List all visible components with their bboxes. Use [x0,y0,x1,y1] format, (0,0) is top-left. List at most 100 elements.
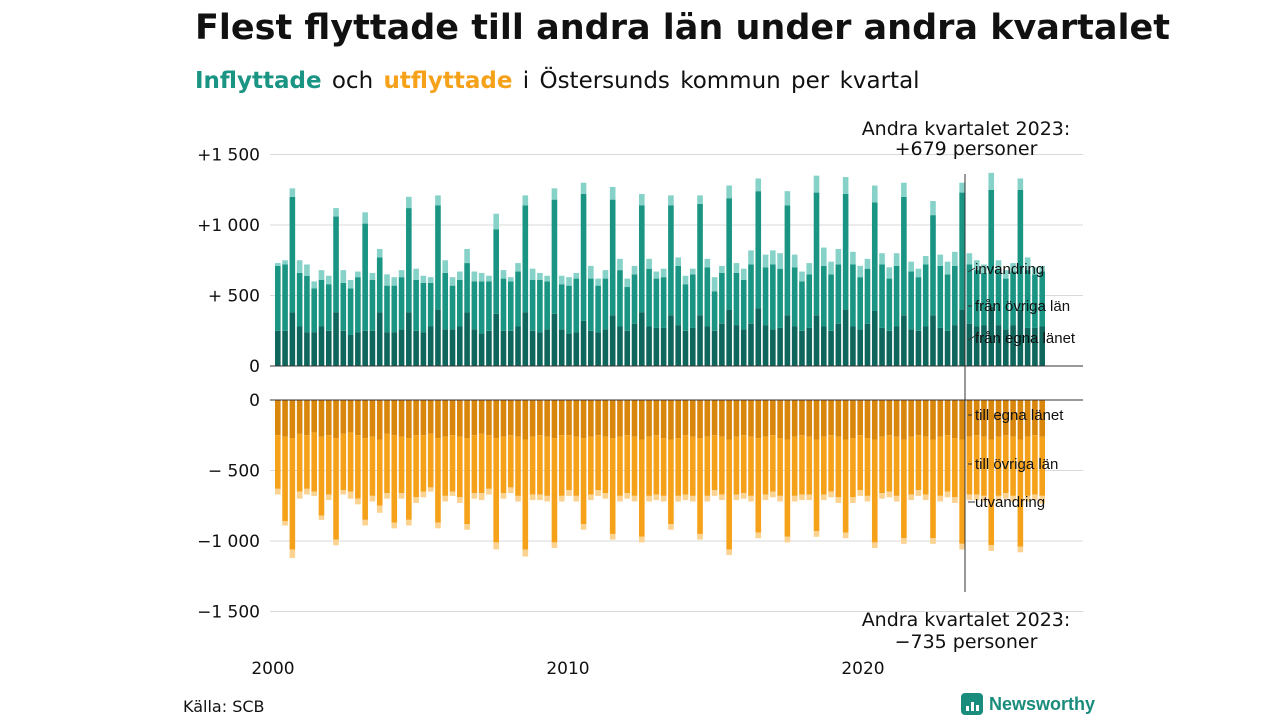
bar-out-2 [522,549,529,557]
bar-in-2 [362,212,368,224]
bar-in-0 [908,329,914,366]
bar-out-1 [988,439,995,546]
bar-in-1 [646,268,652,327]
bar-in-2 [624,278,631,288]
bar-out-1 [391,435,398,523]
bar-out-2 [624,493,631,499]
bar-out-2 [944,491,951,498]
bar-out-0 [755,400,762,439]
bar-out-1 [325,435,332,495]
bar-in-1 [784,205,791,316]
bar-out-2 [879,493,885,499]
bar-out-2 [959,543,965,550]
bar-in-0 [879,327,885,366]
bar-in-2 [478,272,485,282]
bar-in-1 [828,274,834,331]
bar-out-0 [821,400,827,437]
bar-in-2 [653,271,660,279]
bar-in-2 [726,185,732,199]
bar-in-0 [828,330,834,366]
bar-in-2 [719,265,725,273]
bar-out-2 [464,524,470,530]
bar-out-2 [544,495,550,502]
bar-out-1 [347,432,354,492]
bar-out-0 [340,400,347,434]
y-tick-label-top: +1 500 [197,146,260,166]
bar-out-1 [311,432,317,492]
bar-in-0 [973,326,980,366]
bar-in-2 [609,186,616,200]
bar-in-0 [486,330,492,366]
bar-in-0 [1039,326,1045,366]
bar-in-2 [325,275,332,285]
bar-out-0 [944,400,951,436]
bar-in-0 [653,327,660,366]
bar-in-1 [609,199,616,316]
bar-out-2 [784,536,791,543]
bar-in-0 [325,330,332,366]
bar-out-1 [398,436,405,494]
bar-out-2 [937,495,944,502]
bar-in-2 [551,188,558,200]
bar-in-2 [988,172,995,190]
bar-in-0 [333,312,339,366]
bar-out-2 [777,495,783,502]
bar-in-2 [973,260,980,271]
bar-in-0 [915,330,922,366]
bar-in-2 [1024,257,1031,271]
bar-in-2 [784,191,791,206]
bar-out-0 [901,400,907,440]
bar-out-1 [995,436,1002,496]
bar-out-0 [1039,400,1045,437]
x-tick-label: 2000 [251,659,294,679]
chart-title: Flest flyttade till andra län under andr… [195,8,1170,48]
bar-out-2 [529,494,536,501]
bar-in-1 [275,265,281,331]
bar-out-1 [369,436,376,496]
bar-in-0 [427,326,434,366]
bar-out-2 [1017,546,1024,553]
bar-out-2 [864,495,871,502]
legend-in-label: invandring [975,261,1044,278]
bar-in-1 [1010,271,1016,326]
bar-in-0 [296,326,303,366]
bar-in-2 [406,196,412,209]
bar-out-0 [442,400,449,437]
bar-in-0 [507,330,514,366]
bar-out-0 [631,400,638,437]
bar-in-1 [522,205,529,313]
bar-in-1 [675,265,681,326]
bar-in-2 [355,271,361,278]
bar-out-2 [806,494,813,501]
bar-out-2 [770,491,776,498]
bar-out-1 [660,438,667,496]
bar-in-2 [850,251,856,265]
bar-out-2 [602,493,609,499]
bar-out-1 [740,435,747,494]
bar-in-0 [413,330,419,366]
legend-out-label: till egna länet [975,407,1064,424]
bar-in-1 [529,279,536,331]
bar-in-2 [500,270,507,279]
bar-out-2 [507,487,514,494]
bar-in-2 [697,195,703,204]
bar-in-0 [478,333,485,366]
bar-out-2 [537,494,543,501]
bar-out-1 [821,436,827,495]
bar-in-1 [660,277,667,328]
bar-out-2 [639,536,645,543]
bar-out-1 [289,438,296,550]
bar-out-0 [879,400,885,437]
bar-out-2 [901,538,907,544]
bar-in-0 [762,325,769,366]
bar-in-1 [420,282,427,333]
bar-in-2 [842,177,849,194]
bar-out-0 [362,400,368,439]
bar-in-2 [340,270,347,283]
bar-out-0 [573,400,580,437]
bar-out-1 [675,438,681,496]
bar-out-0 [522,400,529,440]
bar-out-0 [369,400,376,437]
bar-in-2 [544,275,550,282]
bar-out-2 [362,519,368,526]
